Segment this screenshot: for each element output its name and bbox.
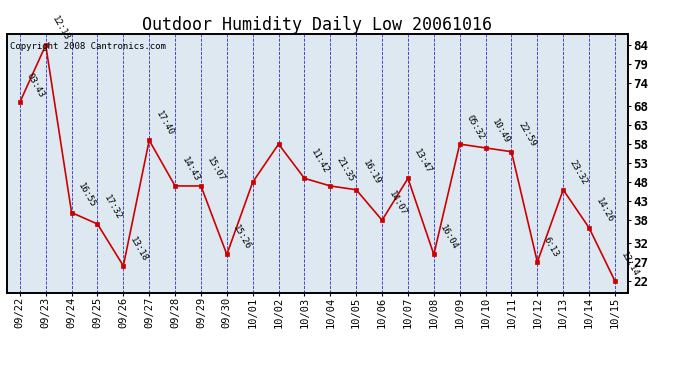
Text: 14:43: 14:43 [179,155,201,183]
Text: 6:13: 6:13 [542,236,560,259]
Title: Outdoor Humidity Daily Low 20061016: Outdoor Humidity Daily Low 20061016 [142,16,493,34]
Text: 13:14: 13:14 [620,250,641,278]
Text: 12:13: 12:13 [50,14,72,42]
Text: 16:19: 16:19 [361,159,382,187]
Text: 23:32: 23:32 [568,159,589,187]
Text: 22:59: 22:59 [516,121,538,148]
Text: 13:47: 13:47 [413,147,434,175]
Text: 14:07: 14:07 [386,189,408,217]
Text: 17:32: 17:32 [102,193,124,221]
Text: 14:26: 14:26 [593,197,615,225]
Text: 03:43: 03:43 [25,71,46,99]
Text: 15:26: 15:26 [232,224,253,251]
Text: 16:04: 16:04 [439,224,460,251]
Text: 11:42: 11:42 [309,147,331,175]
Text: 05:32: 05:32 [464,113,486,141]
Text: 16:55: 16:55 [76,182,97,210]
Text: 21:35: 21:35 [335,155,356,183]
Text: 13:18: 13:18 [128,235,149,263]
Text: 10:49: 10:49 [490,117,511,145]
Text: 15:07: 15:07 [206,155,227,183]
Text: Copyright 2008 Cantronics.com: Copyright 2008 Cantronics.com [10,42,166,51]
Text: 17:40: 17:40 [154,110,175,137]
